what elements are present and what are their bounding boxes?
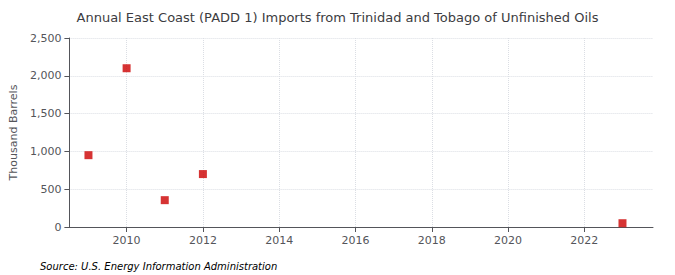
svg-text:Source: U.S. Energy Informatio: Source: U.S. Energy Information Administ… xyxy=(40,261,277,272)
svg-text:2010: 2010 xyxy=(113,234,141,247)
svg-text:2012: 2012 xyxy=(189,234,217,247)
svg-text:2016: 2016 xyxy=(341,234,369,247)
svg-text:500: 500 xyxy=(40,183,61,196)
svg-text:0: 0 xyxy=(54,221,61,234)
svg-text:1,000: 1,000 xyxy=(30,145,62,158)
svg-text:Thousand Barrels: Thousand Barrels xyxy=(7,84,20,181)
svg-text:2,500: 2,500 xyxy=(30,32,62,45)
svg-text:2,000: 2,000 xyxy=(30,69,62,82)
svg-text:2018: 2018 xyxy=(418,234,446,247)
svg-text:2022: 2022 xyxy=(570,234,598,247)
svg-text:2014: 2014 xyxy=(265,234,293,247)
svg-text:Annual East Coast (PADD 1) Imp: Annual East Coast (PADD 1) Imports from … xyxy=(77,10,599,25)
svg-text:2020: 2020 xyxy=(494,234,522,247)
svg-text:1,500: 1,500 xyxy=(30,107,62,120)
